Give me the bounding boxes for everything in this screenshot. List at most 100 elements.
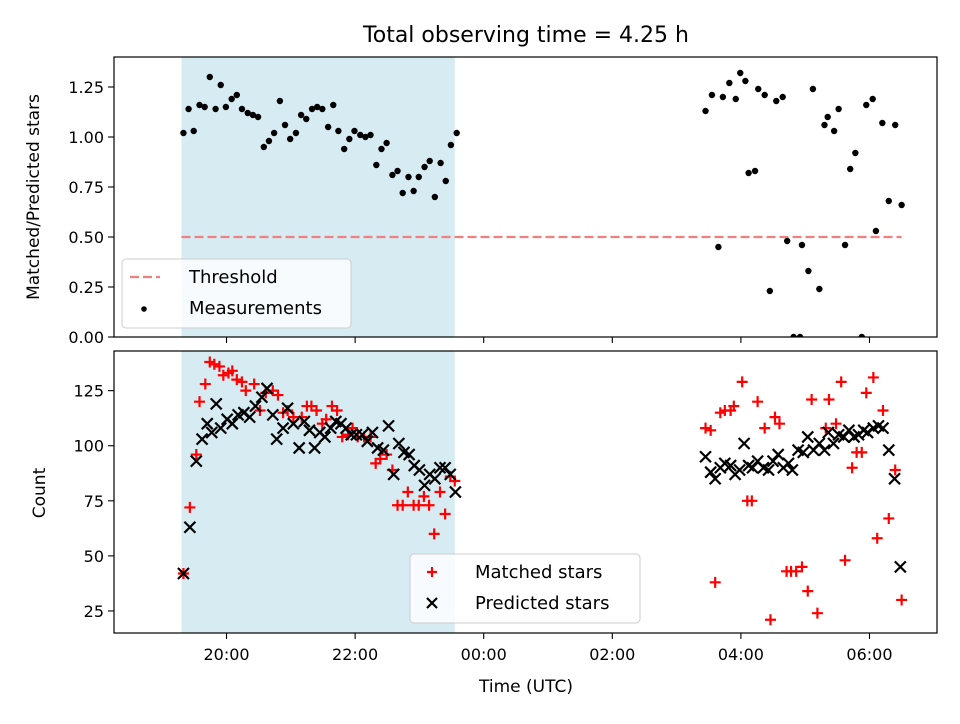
measurement-point bbox=[260, 143, 268, 151]
predicted-star-point bbox=[292, 441, 306, 455]
matched-star-point bbox=[184, 501, 196, 513]
matched-star-point bbox=[877, 404, 889, 416]
predicted-star-point bbox=[737, 437, 751, 450]
measurement-point bbox=[737, 69, 744, 77]
measurement-point bbox=[805, 267, 812, 275]
predicted-star-point bbox=[876, 421, 890, 435]
measurement-point bbox=[852, 149, 859, 157]
measurement-point bbox=[415, 173, 422, 181]
measurement-point bbox=[431, 193, 439, 201]
measurement-point bbox=[708, 91, 716, 99]
matched-star-point bbox=[736, 376, 748, 388]
predicted-star-point bbox=[771, 448, 785, 461]
predicted-star-point bbox=[418, 479, 431, 492]
bottom-y-axis-label: Count bbox=[30, 467, 50, 518]
matched-star-point bbox=[231, 374, 243, 386]
measurement-point bbox=[761, 91, 768, 99]
measurement-point bbox=[357, 131, 364, 139]
matched-star-point bbox=[311, 404, 323, 416]
matched-star-point bbox=[759, 422, 771, 434]
predicted-star-point bbox=[214, 421, 228, 435]
measurement-point bbox=[426, 157, 433, 165]
top-y-tick-label: 0.75 bbox=[68, 178, 104, 197]
measurement-point bbox=[421, 163, 428, 171]
legend-matched-swatch bbox=[427, 567, 437, 577]
measurement-point bbox=[270, 129, 278, 137]
predicted-star-point bbox=[822, 426, 835, 439]
predicted-star-point bbox=[281, 402, 294, 415]
matched-star-point bbox=[402, 486, 414, 498]
measurement-point bbox=[773, 97, 780, 105]
measurement-point bbox=[286, 135, 294, 143]
measurement-point bbox=[702, 107, 709, 115]
measurement-point bbox=[335, 127, 342, 135]
measurement-point bbox=[405, 173, 412, 181]
predicted-star-point bbox=[366, 426, 379, 439]
measurement-point bbox=[330, 101, 337, 109]
top-y-tick-label: 0.00 bbox=[68, 328, 104, 347]
measurement-point bbox=[185, 105, 192, 113]
measurement-point bbox=[863, 101, 870, 109]
predicted-star-point bbox=[782, 457, 795, 470]
measurement-point bbox=[340, 145, 348, 153]
measurement-point bbox=[783, 237, 791, 245]
matched-star-point bbox=[428, 528, 440, 540]
measurement-point bbox=[362, 133, 369, 141]
measurement-point bbox=[442, 177, 449, 185]
measurement-point bbox=[835, 105, 842, 113]
measurement-point bbox=[276, 97, 284, 105]
predicted-star-point bbox=[882, 443, 896, 457]
matched-star-point bbox=[823, 393, 835, 405]
matched-star-point bbox=[856, 446, 868, 458]
measurement-point bbox=[846, 165, 854, 173]
matched-star-point bbox=[896, 594, 908, 606]
measurement-point bbox=[726, 79, 733, 87]
matched-star-point bbox=[248, 378, 260, 390]
measurement-point bbox=[885, 197, 892, 205]
matched-star-point bbox=[746, 495, 758, 507]
matched-star-point bbox=[240, 385, 252, 397]
predicted-star-point bbox=[200, 417, 214, 430]
predicted-star-point bbox=[190, 454, 203, 468]
measurement-point bbox=[790, 333, 797, 337]
measurement-point bbox=[206, 73, 214, 81]
predicted-star-point bbox=[266, 408, 280, 422]
measurement-point bbox=[308, 105, 316, 113]
measurement-point bbox=[821, 121, 828, 129]
matched-star-point bbox=[830, 418, 842, 430]
measurement-point bbox=[196, 101, 203, 109]
measurement-point bbox=[779, 93, 786, 101]
matched-star-point bbox=[871, 532, 883, 544]
matched-star-point bbox=[883, 512, 895, 524]
measurement-point bbox=[238, 105, 246, 113]
predicted-star-point bbox=[762, 463, 775, 477]
matched-star-point bbox=[194, 396, 206, 408]
measurement-point bbox=[254, 113, 262, 121]
matched-star-point bbox=[811, 607, 823, 619]
predicted-star-point bbox=[894, 560, 907, 574]
matched-star-point bbox=[418, 490, 430, 502]
measurement-point bbox=[798, 241, 806, 249]
predicted-star-point bbox=[298, 415, 311, 428]
predicted-star-point bbox=[361, 435, 374, 448]
matched-star-point bbox=[423, 499, 435, 511]
top-legend: Threshold Measurements bbox=[121, 258, 352, 329]
predicted-star-point bbox=[276, 421, 290, 435]
predicted-star-point bbox=[443, 468, 457, 481]
matched-star-point bbox=[790, 565, 802, 577]
measurement-point bbox=[373, 161, 380, 169]
measurement-point bbox=[180, 129, 187, 137]
x-tick-label: 22:00 bbox=[332, 645, 378, 664]
matched-star-point bbox=[769, 411, 781, 423]
matched-star-point bbox=[208, 358, 220, 370]
measurement-point bbox=[732, 95, 739, 103]
predicted-star-point bbox=[287, 417, 300, 430]
matched-star-point bbox=[802, 585, 814, 597]
bottom-legend-frame bbox=[409, 553, 641, 624]
matched-star-point bbox=[867, 371, 879, 383]
legend-predicted-swatch bbox=[426, 597, 438, 609]
measurement-point bbox=[303, 115, 310, 123]
legend-measurement-swatch bbox=[141, 306, 147, 312]
measurement-point bbox=[217, 81, 224, 89]
bottom-y-tick-label: 75 bbox=[84, 492, 104, 511]
